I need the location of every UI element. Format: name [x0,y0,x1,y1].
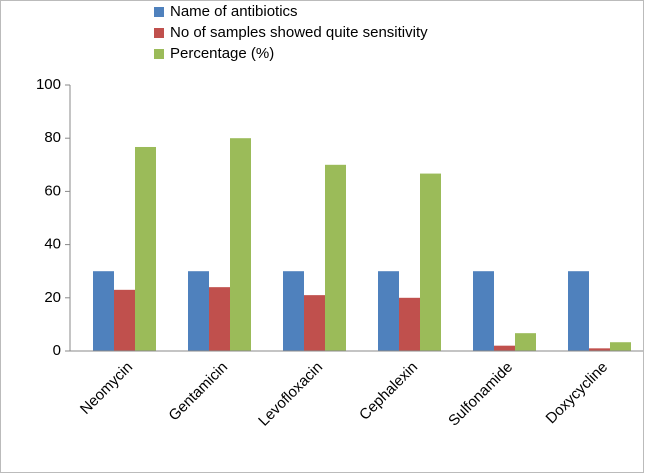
bar [114,289,135,351]
bar [135,146,156,351]
bar [515,333,536,351]
bar [93,271,114,351]
legend-label: Percentage (%) [170,45,274,62]
bar [399,297,420,351]
legend-swatch [154,7,164,17]
bar [420,173,441,351]
bar [283,271,304,351]
bar [568,271,589,351]
bar [230,138,251,351]
bar [325,164,346,351]
legend-swatch [154,28,164,38]
bar [378,271,399,351]
bar [304,295,325,351]
legend-label: Name of antibiotics [170,3,298,20]
bar [209,287,230,351]
bar [188,271,209,351]
y-tick-label: 100 [36,76,61,93]
y-tick-label: 60 [44,182,61,199]
legend-label: No of samples showed quite sensitivity [170,24,428,41]
legend-swatch [154,49,164,59]
bar [610,342,631,351]
bar [494,345,515,351]
y-tick-label: 20 [44,289,61,306]
y-tick-label: 0 [53,342,61,359]
bar [473,271,494,351]
y-tick-label: 40 [44,236,61,253]
bar [589,348,610,351]
y-tick-label: 80 [44,129,61,146]
